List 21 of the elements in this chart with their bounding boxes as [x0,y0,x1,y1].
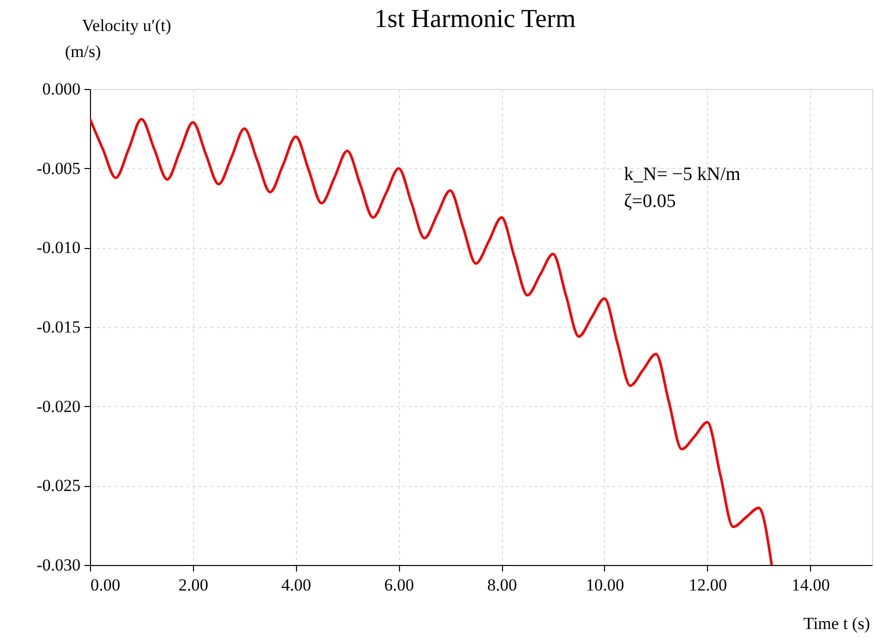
annotation: k_N= −5 kN/m [624,164,741,185]
x-axis-title: Time t (s) [804,614,870,633]
y-tick-label: -0.030 [36,556,80,574]
chart-title: 1st Harmonic Term [374,4,576,33]
y-tick-label: -0.005 [36,158,80,178]
x-tick-label: 8.00 [487,576,517,594]
y-axis-title: Velocity u′(t) (m/s) [65,16,172,61]
annotation: ζ=0.05 [624,191,676,212]
x-tick-label: 12.00 [688,576,727,594]
x-tick-label: 4.00 [281,576,312,594]
y-tick-label: -0.020 [36,396,80,416]
line-series [90,118,773,565]
x-tick-label: 6.00 [384,576,414,594]
y-tick-label: -0.025 [36,476,80,496]
x-tick-label: 2.00 [178,576,208,594]
y-tick-label: 0.000 [42,80,80,98]
y-tick-label: -0.010 [36,238,80,258]
y-tick-label: -0.015 [36,318,80,336]
x-tick-label: 0.00 [90,576,120,594]
x-tick-label: 14.00 [792,576,830,594]
x-tick-label: 10.00 [586,576,624,594]
